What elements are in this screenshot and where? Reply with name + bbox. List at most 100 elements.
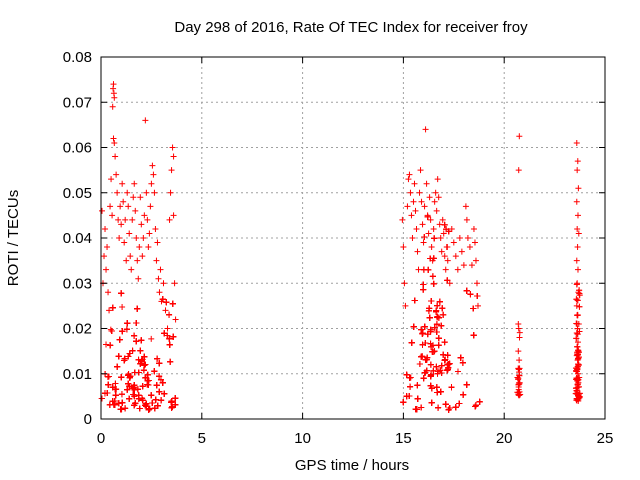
data-point — [170, 212, 177, 219]
data-point — [435, 404, 442, 411]
data-point — [472, 257, 479, 264]
data-point — [166, 311, 173, 318]
data-point — [143, 403, 150, 410]
data-point — [123, 257, 130, 264]
data-point — [476, 398, 483, 405]
data-point — [118, 221, 125, 228]
data-point — [121, 355, 128, 362]
data-point — [131, 393, 138, 400]
data-point — [463, 287, 470, 294]
data-point — [128, 266, 135, 273]
data-point — [105, 373, 112, 380]
data-point — [420, 239, 427, 246]
y-tick-label: 0.07 — [63, 94, 92, 111]
data-point — [171, 280, 178, 287]
data-point — [164, 332, 171, 339]
data-point — [159, 379, 166, 386]
data-point — [446, 280, 453, 287]
data-point — [156, 360, 163, 367]
data-point — [168, 399, 175, 406]
data-point — [112, 153, 119, 160]
data-point — [118, 374, 125, 381]
data-point — [168, 167, 175, 174]
data-point — [119, 303, 126, 310]
data-point — [464, 235, 471, 241]
data-point — [426, 314, 433, 321]
data-point — [411, 180, 418, 187]
data-point — [405, 176, 412, 183]
data-point — [410, 198, 417, 205]
data-point — [573, 330, 580, 337]
data-point — [430, 225, 437, 232]
data-point — [425, 266, 432, 273]
data-point — [131, 402, 138, 409]
data-point — [433, 384, 440, 391]
data-point — [168, 398, 175, 405]
data-point — [435, 194, 442, 201]
data-point — [145, 406, 152, 413]
data-point — [474, 302, 481, 309]
data-point — [574, 225, 581, 232]
data-point — [403, 393, 410, 400]
data-point — [132, 207, 139, 214]
data-point — [155, 275, 162, 282]
data-point — [169, 300, 176, 307]
data-point — [421, 233, 428, 240]
data-point — [576, 292, 583, 299]
x-tick-label: 10 — [294, 430, 311, 447]
data-point — [413, 406, 420, 413]
data-point — [430, 348, 437, 355]
data-point — [161, 330, 168, 337]
data-point — [440, 351, 447, 358]
data-point — [450, 239, 457, 246]
data-point — [414, 382, 421, 389]
data-point — [444, 257, 451, 264]
data-point — [423, 180, 430, 187]
data-point — [427, 216, 434, 223]
data-point — [117, 203, 124, 210]
data-point — [430, 280, 437, 287]
data-point — [474, 293, 481, 300]
data-point — [516, 379, 523, 386]
data-point — [170, 153, 177, 160]
data-point — [573, 198, 580, 205]
data-point — [105, 381, 112, 388]
data-point — [436, 221, 443, 228]
data-point — [110, 135, 117, 142]
data-point — [472, 402, 479, 409]
data-point — [460, 262, 467, 269]
data-point — [141, 353, 148, 360]
data-point — [438, 370, 445, 377]
data-point — [101, 390, 108, 397]
data-point — [420, 375, 427, 382]
data-point — [135, 356, 142, 363]
data-point — [158, 397, 165, 404]
data-point — [434, 313, 441, 320]
data-point — [153, 257, 160, 264]
data-point — [575, 348, 582, 355]
data-point — [152, 225, 159, 232]
data-point — [418, 353, 425, 360]
data-point — [172, 401, 179, 408]
data-point — [427, 382, 434, 389]
data-point — [138, 357, 145, 364]
data-point — [441, 253, 448, 260]
data-point — [436, 298, 443, 305]
data-point — [573, 335, 580, 342]
data-point — [103, 266, 110, 273]
data-point — [433, 363, 440, 370]
data-point — [141, 362, 148, 369]
data-point — [124, 386, 131, 393]
data-point — [407, 374, 414, 381]
data-point — [131, 369, 138, 376]
data-point — [139, 253, 146, 260]
y-tick-label: 0 — [84, 411, 92, 428]
data-point — [448, 225, 455, 232]
data-point — [431, 235, 438, 242]
data-point — [156, 373, 163, 380]
data-point — [125, 353, 132, 360]
data-point — [574, 325, 581, 332]
data-point — [131, 180, 138, 187]
data-point — [106, 401, 113, 408]
data-point — [400, 244, 407, 251]
